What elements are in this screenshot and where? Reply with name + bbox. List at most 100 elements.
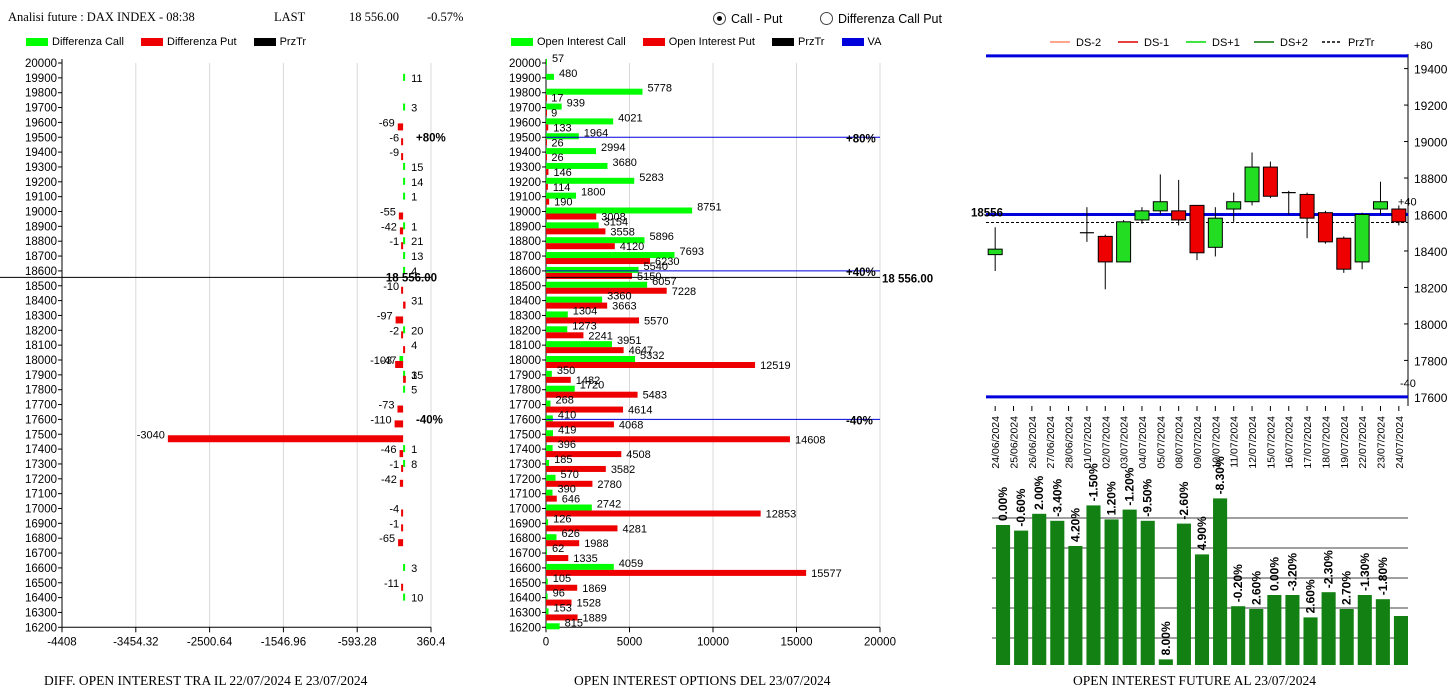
y-tick-label: 17400 (509, 444, 541, 456)
y-tick-label: 18500 (509, 281, 541, 293)
oi-call-label: 1964 (584, 127, 608, 139)
oi-put-bar (546, 391, 638, 398)
call-diff-bar (403, 192, 406, 200)
oi-future-bar (1050, 520, 1065, 665)
diff-value-label: 1 (411, 370, 417, 382)
oi-call-bar (546, 103, 562, 110)
price-label: 18556 (971, 208, 1003, 220)
put-diff-bar (398, 212, 404, 220)
date-label: 16/07/2024 (1284, 416, 1296, 469)
oi-future-label: -8.30% (1213, 456, 1227, 494)
y-tick-label: 19800 (25, 88, 57, 100)
y-tick-label: 16300 (509, 607, 541, 619)
oi-put-bar (546, 183, 548, 190)
y-tick-label: 16800 (509, 533, 541, 545)
y-tick-label: 18400 (25, 296, 57, 308)
oi-call-label: 5283 (639, 172, 663, 184)
radio-selected-icon (713, 12, 726, 25)
oi-call-bar (546, 311, 568, 318)
oi-put-bar (546, 451, 622, 458)
y-tick-label: 17800 (25, 385, 57, 397)
oi-call-bar (546, 593, 548, 600)
oi-put-label: 3663 (612, 301, 636, 313)
candle-body (1391, 208, 1407, 223)
date-label: 27/06/2024 (1045, 416, 1057, 469)
radio-call-put[interactable]: Call - Put (713, 12, 782, 26)
diff-value-label: -73 (379, 400, 395, 412)
y-tick-label: 19700 (509, 103, 541, 115)
y-tick-label: 20000 (509, 58, 541, 70)
diff-value-label: -11 (384, 578, 399, 590)
oi-put-label: 9 (551, 108, 557, 120)
oi-put-bar (546, 406, 624, 413)
candle-body (1299, 193, 1315, 219)
call-diff-bar (403, 593, 406, 601)
y-tick-label: 18800 (1414, 172, 1448, 186)
oi-call-bar (546, 222, 599, 229)
y-tick-label: 16200 (25, 622, 57, 634)
x-tick-label: 15000 (781, 636, 813, 648)
y-tick-label: 17100 (25, 489, 57, 501)
oi-put-label: 4647 (629, 345, 653, 357)
oi-call-bar (546, 341, 612, 348)
oi-future-bar (1032, 513, 1047, 665)
oi-future-label: 2.60% (1249, 571, 1263, 605)
put-diff-bar (399, 450, 404, 458)
oi-future-bar (1339, 609, 1354, 665)
oi-call-label: 5778 (647, 83, 671, 95)
legend-mid: Open Interest Call Open Interest Put Prz… (511, 36, 895, 48)
diff-value-label: 1 (411, 221, 417, 233)
candlestick-chart: DS-2 DS-1 DS+1 DS+2 PrzTr 17600 17800 18000 1820… (971, 37, 1448, 469)
oi-put-bar (546, 495, 557, 502)
oi-put-label: 26 (551, 152, 563, 164)
legend-label: Differenza Call (52, 36, 124, 48)
oi-future-label: -2.30% (1322, 550, 1336, 588)
oi-put-bar (546, 347, 624, 354)
y-tick-label: 18000 (509, 355, 541, 367)
put-diff-bar (398, 539, 404, 547)
oi-call-bar (546, 549, 548, 556)
diff-value-label: 13 (411, 251, 423, 263)
y-tick-label: 19000 (509, 207, 541, 219)
y-tick-label: 19500 (509, 132, 541, 144)
mid-level-label: +40 (1398, 196, 1417, 208)
oi-call-label: 350 (557, 365, 575, 377)
date-label: 03/07/2024 (1119, 416, 1131, 469)
legend-label: PrzTr (279, 36, 307, 48)
date-label: 11/07/2024 (1229, 416, 1241, 468)
call-diff-bar (403, 73, 406, 81)
y-tick-label: 17000 (25, 504, 57, 516)
oi-options-chart: 0 5000 10000 15000 20000 20000 19900 19800 19700… (509, 53, 933, 648)
y-tick-label: 18100 (25, 340, 57, 352)
diff-value-label: 14 (411, 177, 423, 189)
call-diff-bar (403, 177, 406, 185)
y-tick-label: 17600 (1414, 391, 1448, 405)
oi-call-label: 5332 (640, 350, 664, 362)
y-tick-label: 17100 (509, 489, 541, 501)
oi-call-bar (546, 296, 603, 303)
upper-level-label: +80 (1414, 40, 1433, 52)
call-diff-bar (403, 266, 406, 274)
oi-future-bar (1122, 509, 1137, 665)
date-label: 28/06/2024 (1064, 416, 1076, 469)
diff-value-label: -4 (389, 504, 399, 516)
oi-call-bar (546, 326, 568, 333)
oi-call-bar (546, 430, 553, 437)
y-tick-label: 17200 (509, 474, 541, 486)
oi-call-label: 57 (552, 53, 564, 65)
diff-value-label: 15 (411, 162, 423, 174)
oi-call-label: 3680 (612, 157, 636, 169)
put-diff-bar (403, 375, 406, 383)
radio-diff-call-put[interactable]: Differenza Call Put (820, 12, 942, 26)
oi-call-bar (546, 252, 675, 259)
oi-put-label: 5483 (643, 390, 667, 402)
diff-value-label: -69 (379, 117, 395, 129)
oi-future-bar (1357, 595, 1372, 665)
oi-call-label: 1273 (572, 320, 596, 332)
legend-swatch (26, 38, 48, 47)
y-tick-label: 19300 (509, 162, 541, 174)
oi-call-bar (546, 162, 608, 169)
y-tick-label: 19100 (509, 192, 541, 204)
diff-value-label: 5 (411, 385, 417, 397)
y-tick-label: 16700 (509, 548, 541, 560)
